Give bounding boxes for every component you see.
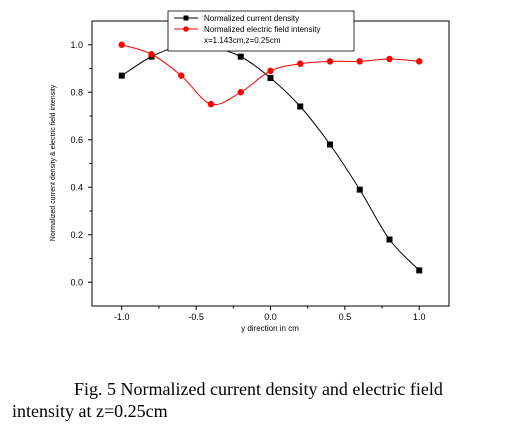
- legend-label-current: Normalized current density: [204, 14, 299, 23]
- legend-box: [167, 10, 355, 52]
- y-tick-label: 0.0: [70, 277, 83, 287]
- y-axis-label: Normalized current density & electric fi…: [50, 84, 57, 241]
- data-point-electric-field: [416, 58, 423, 65]
- y-tick-label: 0.2: [70, 230, 83, 240]
- data-point-current-density: [118, 72, 125, 79]
- data-point-electric-field: [237, 89, 244, 96]
- series-layer: [118, 41, 423, 274]
- data-point-electric-field: [386, 55, 393, 63]
- legend-note: x=1.143cm,z=0.25cm: [204, 36, 281, 45]
- data-point-electric-field: [297, 60, 304, 67]
- y-tick-label: 0.6: [70, 135, 83, 145]
- legend-marker-current: [183, 15, 189, 21]
- data-point-electric-field: [326, 58, 334, 65]
- legend-marker-electric: [183, 26, 189, 32]
- data-point-electric-field: [356, 58, 363, 65]
- data-point-electric-field: [148, 51, 155, 58]
- figure-caption: Fig. 5 Normalized current density and el…: [0, 378, 524, 422]
- data-point-electric-field: [207, 100, 215, 108]
- data-point-current-density: [297, 103, 304, 110]
- data-point-electric-field: [267, 67, 274, 75]
- x-axis: -1.0 -0.5 0.0 0.5 1.0: [114, 306, 426, 322]
- x-tick-label: -0.5: [188, 312, 204, 322]
- y-tick-label: 0.8: [70, 87, 83, 97]
- data-point-current-density: [327, 141, 333, 148]
- x-axis-label: y direction in cm: [241, 324, 299, 333]
- y-tick-label: 0.4: [70, 182, 83, 192]
- caption-line-1: Fig. 5 Normalized current density and el…: [74, 379, 443, 399]
- data-point-electric-field: [178, 72, 185, 79]
- y-axis: 0.0 0.2 0.4 0.6 0.8 1.0: [70, 40, 92, 287]
- x-tick-label: 1.0: [413, 312, 426, 322]
- data-point-current-density: [356, 186, 363, 193]
- data-point-current-density: [386, 236, 393, 243]
- legend: Normalized current density Normalized el…: [167, 10, 355, 52]
- caption-line-2: intensity at z=0.25cm: [12, 401, 168, 421]
- x-tick-label: 0.0: [264, 312, 277, 322]
- legend-label-electric: Normalized electric field intensity: [204, 25, 321, 34]
- x-tick-label: 0.5: [339, 312, 352, 322]
- series-line-electric-field: [121, 44, 420, 106]
- data-point-current-density: [237, 53, 244, 60]
- data-point-electric-field: [118, 41, 125, 48]
- data-point-current-density: [416, 267, 423, 274]
- data-point-current-density: [267, 75, 274, 81]
- plot-frame: [91, 20, 450, 307]
- x-tick-label: -1.0: [114, 312, 130, 322]
- y-tick-label: 1.0: [70, 40, 83, 50]
- plot-frame-group: [91, 20, 450, 307]
